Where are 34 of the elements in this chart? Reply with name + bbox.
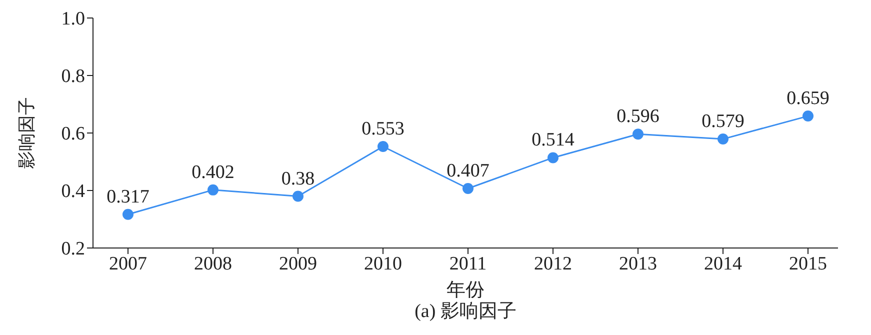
point (802, 110, 814, 122)
y-axis-title: 影响因子 (16, 97, 36, 169)
data-label: 0.579 (702, 111, 744, 132)
x-tick-label: 2007 (109, 253, 147, 274)
point (122, 208, 134, 220)
point (378, 141, 388, 152)
data-label: 0.514 (532, 130, 575, 151)
x-tick-label: 2013 (619, 253, 657, 274)
data-label: 0.38 (281, 168, 315, 190)
point (548, 152, 558, 164)
data-label: 0.317 (106, 186, 150, 208)
point (292, 190, 304, 202)
data-label: 0.553 (362, 118, 404, 140)
x-tick-label: 2015 (789, 253, 827, 274)
x-tick-label: 2014 (704, 253, 742, 274)
y-tick-label: 0.6 (61, 124, 85, 145)
x-tick-label: 2009 (279, 253, 317, 274)
text: (a) 影响因子 (414, 300, 518, 324)
point (632, 128, 644, 140)
y-tick-label: 0.4 (61, 181, 86, 202)
y-tick-label: 0.8 (61, 66, 85, 88)
point (208, 184, 218, 196)
y-tick-label: 0.2 (61, 238, 85, 260)
x-tick-label: 2011 (449, 253, 487, 274)
x-tick-label: 2012 (534, 253, 572, 274)
y-tick-label: 1.0 (61, 8, 85, 30)
x-tick-label: 2010 (364, 253, 402, 274)
data-label: 0.596 (616, 106, 660, 128)
data-label: 0.659 (786, 88, 830, 110)
x-tick-label: 2008 (194, 253, 232, 274)
data-label: 0.402 (192, 162, 234, 183)
point (718, 134, 728, 145)
point (462, 182, 474, 194)
data-label: 0.407 (446, 160, 490, 182)
